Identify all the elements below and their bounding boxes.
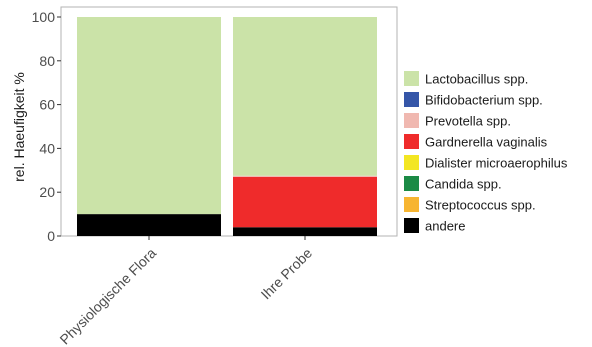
bar-segment-andere — [77, 214, 221, 236]
x-tick-label: Ihre Probe — [258, 245, 316, 303]
y-tick-label: 0 — [47, 228, 55, 244]
legend-label: Gardnerella vaginalis — [425, 135, 548, 150]
x-axis: Physiologische Flora Ihre Probe — [56, 236, 315, 347]
bar-segment-prevotella-spp — [233, 175, 377, 177]
legend-label: Bifidobacterium spp. — [425, 93, 543, 108]
legend-swatch — [404, 92, 419, 107]
legend-label: Streptococcus spp. — [425, 198, 536, 213]
legend-swatch — [404, 71, 419, 86]
x-tick-label: Physiologische Flora — [56, 245, 159, 347]
bars-group — [77, 17, 377, 236]
legend-swatch — [404, 197, 419, 212]
y-axis-title: rel. Haeufigkeit % — [11, 72, 27, 182]
y-tick-label: 80 — [39, 53, 55, 69]
bar-segment-andere — [233, 227, 377, 236]
bar-segment-lactobacillus-spp — [77, 17, 221, 215]
bar-segment-gardnerella-vaginalis — [233, 176, 377, 228]
y-tick-label: 60 — [39, 97, 55, 113]
legend: Lactobacillus spp. Bifidobacterium spp. Pr… — [404, 71, 568, 234]
legend-label: Lactobacillus spp. — [425, 72, 528, 87]
legend-label: andere — [425, 219, 465, 234]
legend-label: Dialister microaerophilus — [425, 156, 568, 171]
legend-swatch — [404, 176, 419, 191]
legend-swatch — [404, 134, 419, 149]
legend-swatch — [404, 218, 419, 233]
legend-swatch — [404, 155, 419, 170]
y-tick-label: 40 — [39, 140, 55, 156]
legend-swatch — [404, 113, 419, 128]
legend-label: Candida spp. — [425, 177, 502, 192]
y-tick-label: 20 — [39, 184, 55, 200]
y-tick-label: 100 — [32, 9, 56, 25]
legend-label: Prevotella spp. — [425, 114, 511, 129]
y-axis: 0 20 40 60 80 100 — [32, 9, 61, 244]
bar-segment-lactobacillus-spp — [233, 17, 377, 176]
